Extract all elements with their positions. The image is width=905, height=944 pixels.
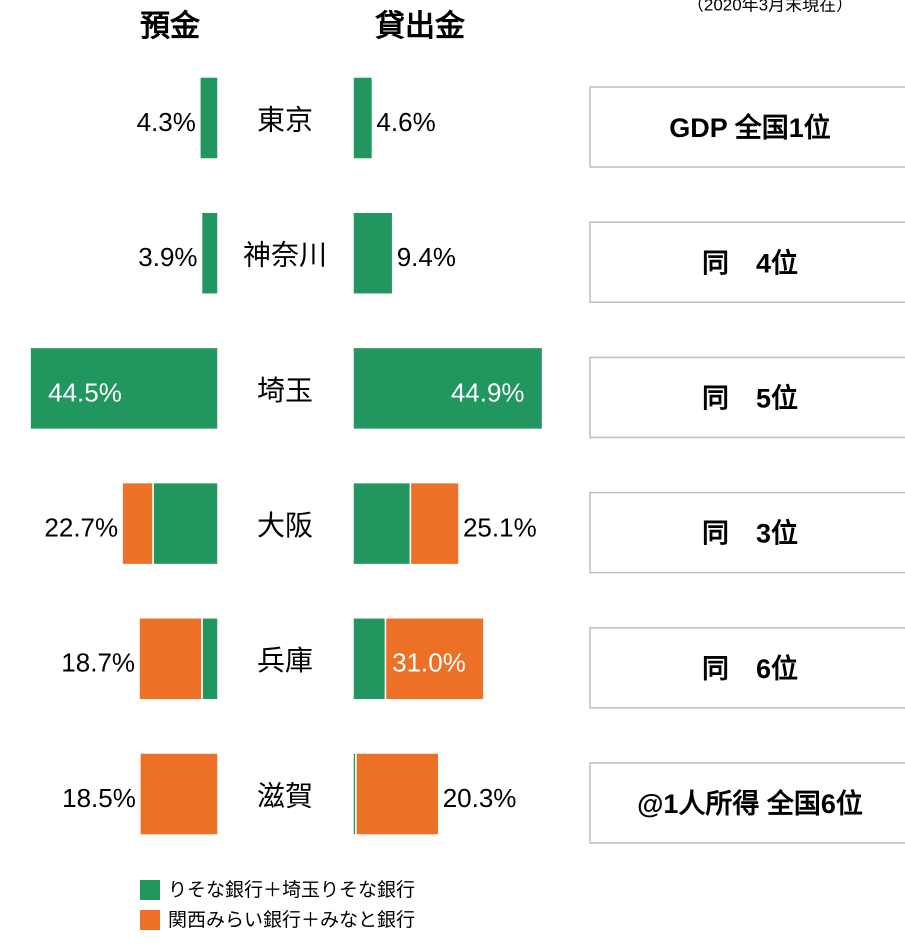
legend-swatch: [140, 910, 160, 930]
bar: [352, 76, 374, 160]
rank-label: 同 6位: [702, 653, 798, 684]
bar: [121, 481, 154, 566]
rank-box: [589, 86, 905, 168]
category-label: 東京: [257, 104, 313, 135]
rank-box: [589, 627, 905, 709]
chart-title: 預金: [140, 9, 201, 43]
value-label: 44.5%: [48, 377, 122, 407]
value-label: 31.0%: [392, 648, 466, 678]
legend-label: りそな銀行＋埼玉りそな銀行: [168, 879, 415, 901]
value-label: 3.9%: [138, 242, 197, 272]
bar: [355, 752, 440, 836]
bar: [352, 481, 412, 566]
bar: [139, 752, 219, 836]
note: （2020年3月末現在）: [687, 0, 853, 14]
value-label: 25.1%: [463, 512, 537, 542]
value-label: 9.4%: [397, 242, 456, 272]
bar: [199, 76, 219, 160]
bar: [152, 481, 219, 566]
value-label: 20.3%: [443, 783, 517, 813]
bar: [29, 346, 219, 431]
chart-title: 貸出金: [375, 9, 466, 43]
rank-label: @1人所得 全国6位: [637, 788, 863, 819]
bar: [384, 617, 485, 701]
bar: [352, 211, 394, 295]
bar: [200, 211, 219, 295]
category-label: 滋賀: [257, 780, 313, 811]
category-label: 兵庫: [257, 645, 313, 676]
bar: [201, 617, 219, 701]
bar: [138, 617, 203, 701]
category-label: 大阪: [257, 510, 313, 541]
bar: [352, 617, 387, 701]
bar: [409, 481, 460, 566]
rank-box: [589, 221, 905, 303]
value-label: 18.5%: [62, 783, 136, 813]
category-label: 神奈川: [243, 240, 327, 271]
value-label: 4.6%: [376, 107, 435, 137]
value-label: 22.7%: [44, 512, 118, 542]
rank-label: 同 5位: [702, 383, 798, 414]
rank-box: [589, 491, 905, 574]
rank-box: [589, 356, 905, 439]
value-label: 44.9%: [451, 377, 525, 407]
category-label: 埼玉: [257, 375, 313, 406]
value-label: 4.3%: [137, 107, 196, 137]
rank-box: [589, 762, 905, 844]
bar: [352, 346, 544, 431]
rank-label: GDP 全国1位: [669, 112, 831, 143]
legend-swatch: [140, 880, 160, 900]
rank-label: 同 3位: [702, 518, 798, 549]
legend-label: 関西みらい銀行＋みなと銀行: [168, 909, 415, 931]
value-label: 18.7%: [61, 648, 135, 678]
rank-label: 同 4位: [702, 247, 798, 278]
